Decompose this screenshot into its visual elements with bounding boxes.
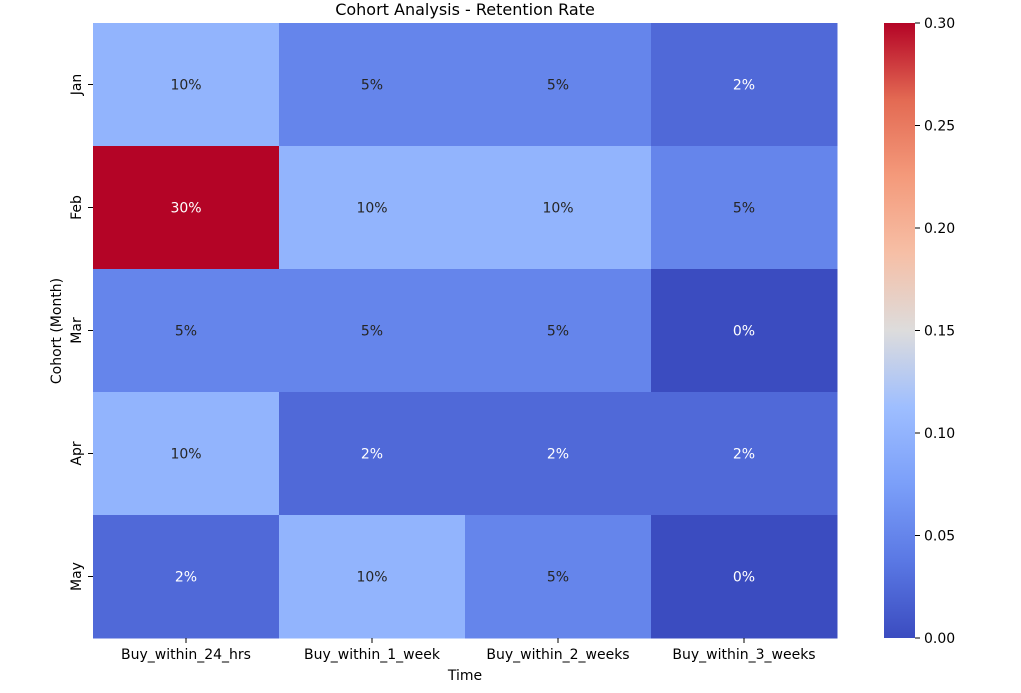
colorbar-tick-label: 0.00 [924,631,955,647]
cell-value-label: 2% [733,78,755,94]
y-axis-ticks: Jan Feb Mar Apr May [69,74,93,591]
heatmap-cells [93,23,838,639]
colorbar-tick-label: 0.25 [924,119,955,135]
heatmap-cell-apr-3 [465,392,652,516]
heatmap-cell-may-3 [465,515,652,639]
heatmap-cell-may-4 [651,515,838,639]
colorbar-ticks: 0.00 0.05 0.10 0.15 0.20 0.25 0.30 [915,16,955,647]
y-tick-label: Mar [69,317,85,344]
cell-value-label: 0% [733,570,755,586]
y-tick-label: May [69,562,85,591]
cell-value-label: 10% [356,201,387,217]
heatmap-cell-may-1 [93,515,280,639]
colorbar-tick-label: 0.10 [924,426,955,442]
cell-value-label: 10% [170,447,201,463]
cell-value-label: 2% [361,447,383,463]
chart-title: Cohort Analysis - Retention Rate [335,0,595,19]
cell-value-label: 2% [733,447,755,463]
cell-value-label: 2% [175,570,197,586]
x-tick-label: Buy_within_3_weeks [672,647,815,663]
x-tick-label: Buy_within_1_week [304,647,441,663]
heatmap-cell-apr-4 [651,392,838,516]
heatmap-cell-labels: 10% 5% 5% 2% 30% 10% 10% 5% 5% 5% 5% 0% 10% 2% 2% 2% 2% 1… [170,78,755,586]
cell-value-label: 10% [356,570,387,586]
cell-value-label: 10% [170,78,201,94]
colorbar: 0.00 0.05 0.10 0.15 0.20 0.25 0.30 [884,16,955,647]
cell-value-label: 30% [170,201,201,217]
colorbar-gradient [884,23,915,638]
heatmap-cell-feb-2 [279,146,466,270]
x-tick-label: Buy_within_2_weeks [486,647,629,663]
y-tick-label: Feb [69,195,85,220]
x-axis-label: Time [447,668,482,684]
y-tick-label: Apr [69,441,85,465]
cell-value-label: 5% [547,570,569,586]
cell-value-label: 2% [547,447,569,463]
colorbar-tick-label: 0.30 [924,16,955,32]
heatmap-cell-feb-3 [465,146,652,270]
heatmap-cell-jan-2 [279,23,466,147]
cell-value-label: 5% [175,324,197,340]
heatmap-cell-may-2 [279,515,466,639]
heatmap-cell-jan-4 [651,23,838,147]
heatmap-cell-jan-3 [465,23,652,147]
y-tick-label: Jan [69,74,85,97]
cell-value-label: 0% [733,324,755,340]
heatmap-cell-apr-1 [93,392,280,516]
x-axis-ticks: Buy_within_24_hrs Buy_within_1_week Buy_wi… [121,638,816,663]
heatmap-cell-feb-4 [651,146,838,270]
heatmap-cell-jan-1 [93,23,280,147]
heatmap-cell-apr-2 [279,392,466,516]
heatmap-cell-mar-3 [465,269,652,393]
x-tick-label: Buy_within_24_hrs [121,647,251,663]
y-axis-label: Cohort (Month) [49,278,65,384]
heatmap-cell-mar-4 [651,269,838,393]
cell-value-label: 10% [542,201,573,217]
cell-value-label: 5% [547,78,569,94]
cell-value-label: 5% [547,324,569,340]
cell-value-label: 5% [361,324,383,340]
colorbar-tick-label: 0.20 [924,221,955,237]
cell-value-label: 5% [361,78,383,94]
heatmap-cell-feb-1 [93,146,280,270]
heatmap-cell-mar-2 [279,269,466,393]
cell-value-label: 5% [733,201,755,217]
colorbar-tick-label: 0.05 [924,529,955,545]
heatmap-cell-mar-1 [93,269,280,393]
colorbar-tick-label: 0.15 [924,324,955,340]
